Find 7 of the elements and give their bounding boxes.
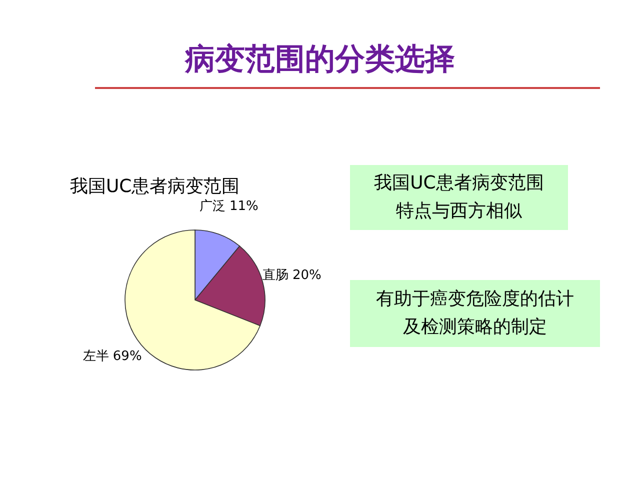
slice-label: 左半 69% (82, 349, 142, 364)
chart-title: 病变范围的分类选择 (184, 42, 455, 77)
text: 有助于癌变危险度的估计及检测策略的制定 (376, 288, 574, 338)
slice-label: 直肠 20% (262, 268, 322, 284)
text: 我国UC患者病变范围特点与西方相似 (374, 172, 544, 222)
slice-label: 广泛 11% (199, 198, 258, 214)
chart-subtitle: 我国UC患者病变范围 (70, 176, 240, 197)
